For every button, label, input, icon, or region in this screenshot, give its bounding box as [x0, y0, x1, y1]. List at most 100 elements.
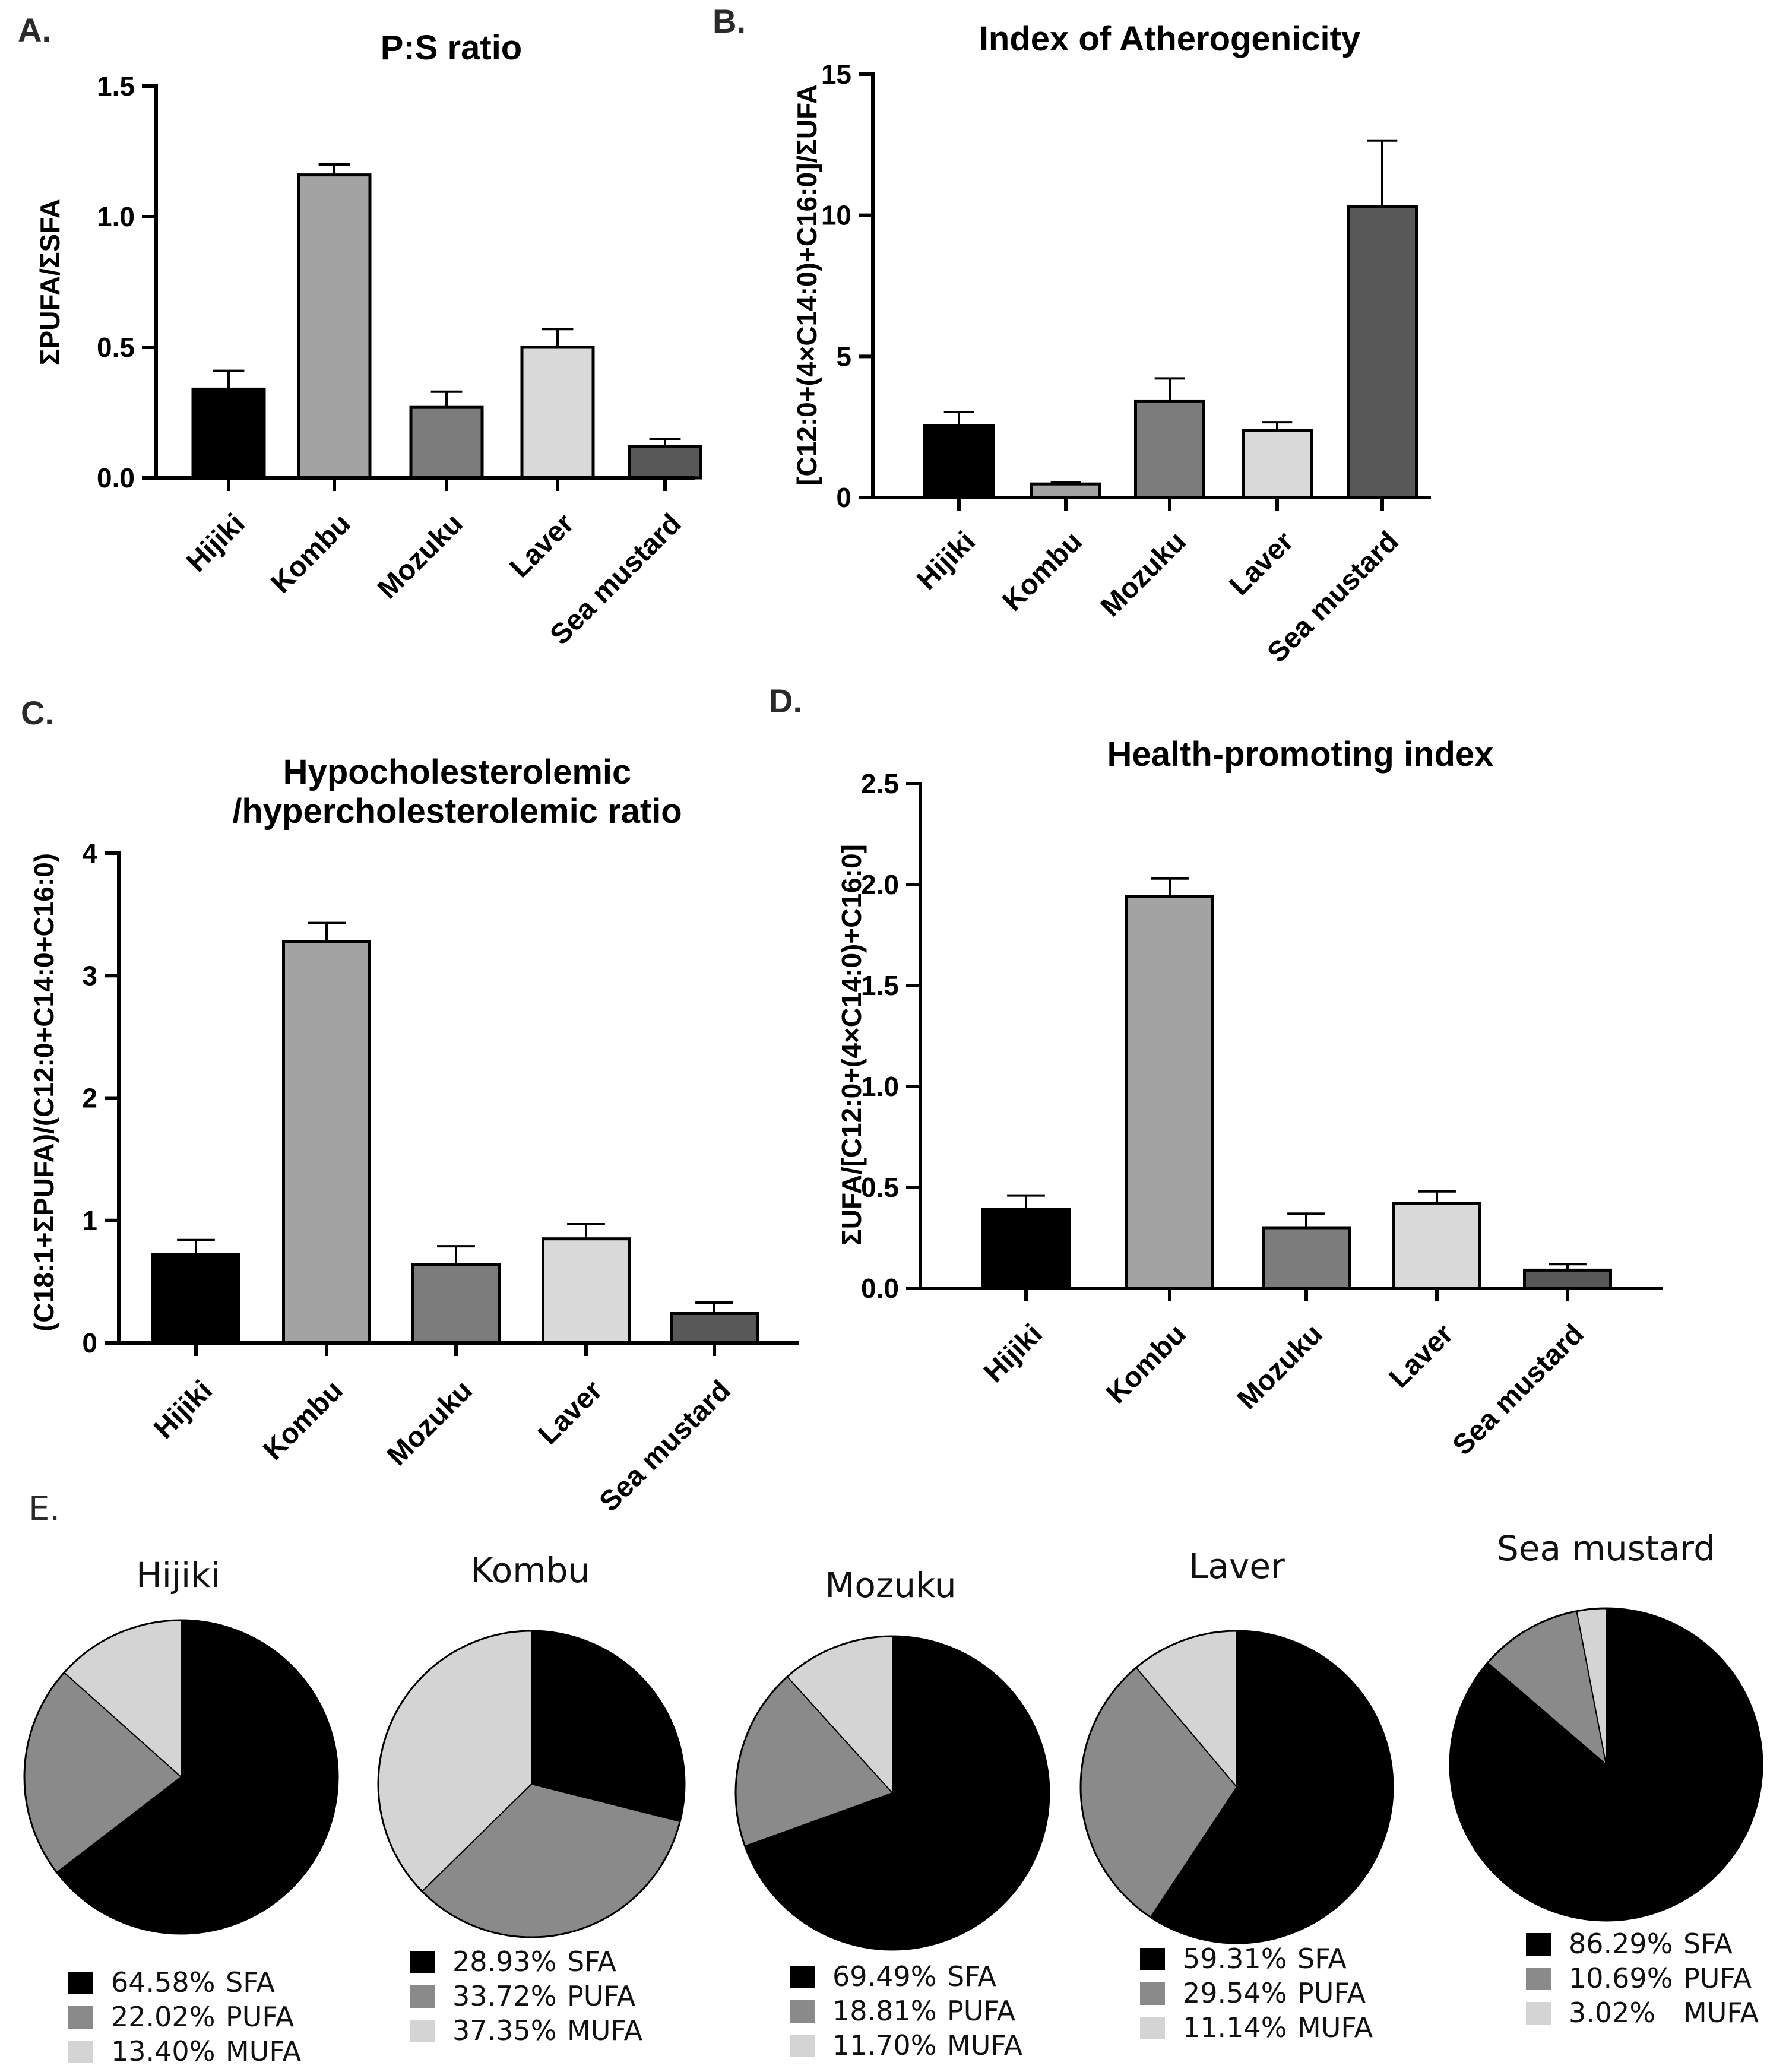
chart-title-line: /hypercholesterolemic ratio: [232, 792, 682, 831]
category-label: Laver: [504, 508, 580, 584]
category-label: Laver: [1383, 1318, 1459, 1394]
y-tick-label: 0.5: [97, 332, 135, 363]
bar-sea-mustard: [1523, 1268, 1612, 1290]
category-label: Kombu: [265, 508, 356, 599]
chart-title: P:S ratio: [381, 28, 523, 67]
bar-hijiki: [191, 387, 266, 480]
category-label: Hijiki: [911, 525, 981, 596]
legend-percent: 11.70%: [832, 2029, 936, 2061]
bar-mozuku: [411, 1263, 501, 1345]
legend-label: PUFA: [567, 1980, 636, 2012]
chart-title-line: Health-promoting index: [1107, 735, 1494, 774]
panel-letter: D.: [769, 682, 802, 720]
legend-label: SFA: [947, 1960, 996, 1992]
category-label: Sea mustard: [594, 1374, 737, 1517]
category-label: Hijiki: [978, 1318, 1049, 1389]
y-axis-label: (C18:1+ΣPUFA)/(C12:0+C14:0+C16:0): [29, 853, 59, 1332]
legend-percent: 59.31%: [1183, 1943, 1287, 1975]
legend-label: MUFA: [1297, 2011, 1373, 2044]
legend-swatch: [68, 2006, 93, 2029]
legend-percent: 18.81%: [832, 1995, 936, 2027]
chart-title-line: Index of Atherogenicity: [979, 20, 1360, 58]
pie-chart-mozuku: Mozuku 69.49% SFA 18.81% PUFA 11.70% MUFA: [734, 1565, 1050, 2061]
legend-percent: 3.02%: [1569, 1997, 1655, 2029]
pie-title: Hijiki: [136, 1555, 220, 1595]
legend-percent: 33.72%: [452, 1980, 556, 2012]
legend-label: PUFA: [1297, 1977, 1366, 2009]
pie-outline: [1449, 1607, 1763, 1922]
panel-letter: C.: [21, 694, 54, 731]
panel-letter: A.: [18, 11, 51, 49]
pie-chart-hijiki: Hijiki 64.58% SFA 22.02% PUFA 13.40% MUFA: [23, 1555, 339, 2067]
y-tick-label: 2: [82, 1083, 97, 1114]
y-axis-label: ΣPUFA/ΣSFA: [34, 199, 65, 365]
chart-title-line: Hypocholesterolemic: [283, 753, 632, 791]
legend-swatch: [410, 1985, 435, 2008]
category-label: Hijiki: [181, 508, 251, 578]
chart-title: Health-promoting index: [1107, 735, 1494, 774]
category-label: Sea mustard: [1447, 1318, 1590, 1461]
y-tick-label: 1.0: [97, 201, 135, 232]
panel-letter: B.: [713, 2, 746, 40]
legend-percent: 64.58%: [111, 1966, 215, 1998]
legend-label: MUFA: [947, 2029, 1023, 2061]
bar-laver: [542, 1237, 631, 1345]
category-label: Mozuku: [372, 508, 469, 605]
pie-outline: [23, 1619, 339, 1935]
pie-title: Laver: [1189, 1546, 1285, 1586]
legend-swatch: [1140, 1948, 1165, 1970]
legend-swatch: [1526, 2002, 1551, 2025]
category-label: Hijiki: [148, 1374, 219, 1445]
legend-swatch: [68, 1972, 93, 1994]
bar-hijiki: [151, 1253, 240, 1345]
legend-label: SFA: [567, 1946, 616, 1978]
legend-percent: 37.35%: [452, 2014, 556, 2046]
legend-swatch: [1140, 2017, 1165, 2039]
bar-chart-3: C. Hypocholesterolemic/hypercholesterolem…: [21, 694, 799, 1518]
legend-percent: 28.93%: [452, 1946, 556, 1978]
pie-title: Sea mustard: [1497, 1528, 1715, 1569]
bar-kombu: [282, 940, 371, 1345]
legend-swatch: [1526, 1933, 1551, 1956]
bar-laver: [1242, 429, 1313, 499]
bar-chart-4: D. Health-promoting index ΣUFA/[C12:0+(4×C…: [769, 682, 1663, 1462]
bar-hijiki: [981, 1208, 1071, 1290]
legend-percent: 11.14%: [1183, 2011, 1287, 2044]
legend-swatch: [68, 2041, 93, 2063]
y-tick-label: 0: [82, 1328, 97, 1358]
legend-percent: 86.29%: [1569, 1928, 1673, 1960]
y-tick-label: 0: [836, 482, 851, 513]
legend-label: SFA: [1297, 1943, 1347, 1975]
legend-label: MUFA: [1683, 1997, 1759, 2029]
legend-label: MUFA: [567, 2014, 643, 2046]
y-axis-label: [C12:0+(4×C14:0)+C16:0]/ΣUFA: [791, 84, 822, 486]
legend-swatch: [1526, 1968, 1551, 1990]
bar-mozuku: [1262, 1226, 1351, 1290]
legend-swatch: [1140, 1982, 1165, 2005]
category-label: Mozuku: [1231, 1318, 1329, 1415]
y-tick-label: 1: [82, 1205, 97, 1236]
bar-laver: [1392, 1202, 1481, 1290]
bar-mozuku: [1134, 399, 1205, 499]
bar-chart-1: A. P:S ratio ΣPUFA/ΣSFA 0.0 0.5 1.0 1.5 Hijiki K…: [18, 11, 702, 651]
category-label: Mozuku: [381, 1374, 479, 1472]
y-tick-label: 1.5: [861, 970, 899, 1001]
pie-outline: [734, 1635, 1050, 1951]
pie-chart-laver: Laver 59.31% SFA 29.54% PUFA 11.14% MUFA: [1079, 1546, 1394, 2044]
legend-percent: 13.40%: [111, 2035, 215, 2067]
bar-hijiki: [923, 424, 995, 499]
y-tick-label: 0.5: [861, 1172, 899, 1203]
pie-outline: [377, 1630, 686, 1938]
pie-outline: [1079, 1630, 1394, 1944]
y-tick-label: 3: [82, 960, 97, 991]
y-tick-label: 2.0: [861, 869, 899, 900]
bar-mozuku: [409, 405, 484, 480]
y-axis-label: ΣUFA/[C12:0+(4×C14:0)+C16:0]: [836, 844, 867, 1246]
legend-swatch: [790, 1966, 815, 1988]
legend-label: SFA: [1683, 1928, 1733, 1960]
bar-sea-mustard: [1347, 205, 1418, 499]
category-label: Kombu: [996, 525, 1088, 617]
y-tick-label: 10: [821, 200, 851, 231]
category-label: Laver: [533, 1374, 609, 1450]
